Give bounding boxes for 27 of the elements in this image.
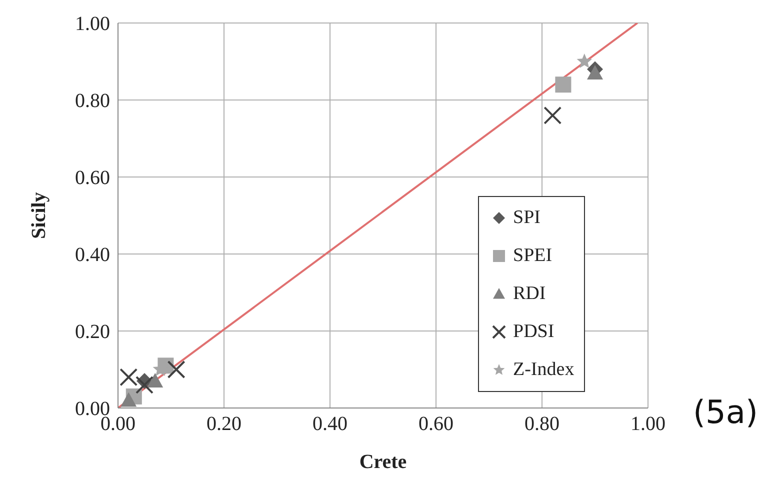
point (147, 373, 164, 388)
x-tick-label: 0.20 (206, 413, 242, 436)
text: (5a) (693, 393, 758, 431)
point (167, 360, 186, 378)
legend-label: PDSI (513, 321, 554, 343)
y-axis-title: Sicily (28, 192, 50, 239)
point (120, 392, 137, 407)
x-tick-label: 0.60 (418, 413, 454, 436)
legend-label: Z-Index (513, 359, 574, 381)
y-tick-label: 0.40 (75, 244, 110, 266)
y-tick-label: 0.20 (75, 321, 110, 344)
x-tick-label: 1.00 (630, 413, 666, 436)
x-tick-label: 0.40 (312, 413, 348, 436)
point (587, 65, 603, 80)
x-tick-label: 0.80 (524, 413, 560, 436)
y-tick-label: 0.80 (75, 90, 110, 112)
y-tick-label: 0.60 (75, 167, 110, 190)
legend-label: SPI (513, 207, 540, 229)
point (120, 368, 138, 386)
y-tick-label: 1.00 (75, 13, 110, 36)
point (544, 106, 562, 124)
point (576, 54, 592, 68)
legend-label: RDI (513, 283, 546, 305)
x-axis-title: Crete (359, 451, 407, 473)
legend-label: SPEI (513, 245, 552, 267)
point (136, 376, 154, 394)
point (555, 76, 572, 93)
